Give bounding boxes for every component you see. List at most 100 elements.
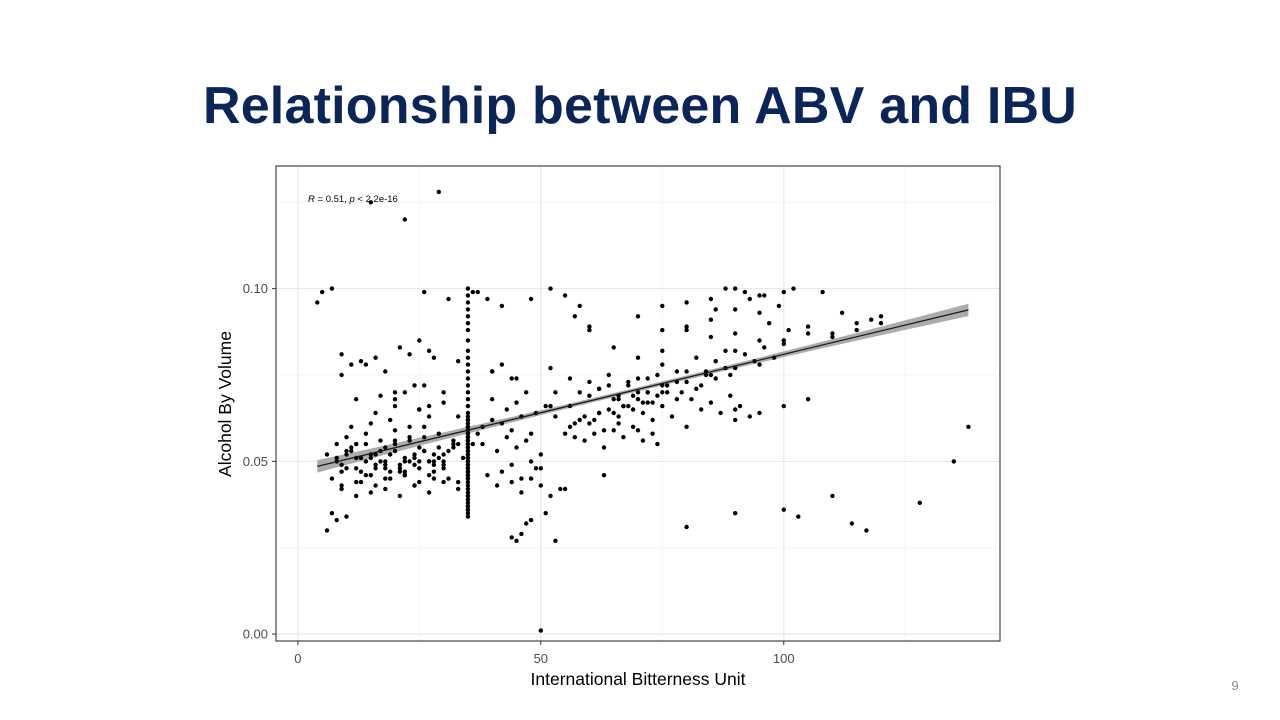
data-point: [504, 407, 509, 412]
data-point: [412, 455, 417, 461]
data-point: [781, 338, 786, 343]
data-point: [519, 490, 524, 495]
y-axis-label: Alcohol By Volume: [215, 331, 235, 477]
data-point: [733, 365, 738, 371]
data-point: [465, 476, 471, 481]
data-point: [465, 500, 471, 505]
data-point: [339, 372, 344, 378]
data-point: [354, 479, 359, 485]
data-point: [674, 369, 680, 374]
data-point: [611, 397, 616, 402]
data-point: [383, 445, 388, 450]
data-point: [533, 466, 539, 471]
data-point: [368, 473, 373, 478]
data-point: [465, 397, 471, 402]
data-point: [504, 435, 509, 440]
data-point: [465, 383, 471, 388]
data-point: [456, 486, 461, 492]
data-point: [820, 289, 825, 295]
data-point: [528, 296, 534, 302]
data-point: [441, 452, 446, 457]
data-point: [645, 400, 650, 405]
data-point: [354, 441, 359, 447]
data-point: [465, 414, 471, 419]
data-point: [528, 476, 534, 481]
data-point: [601, 445, 607, 450]
p-value: < 2.2e-16: [355, 194, 398, 205]
data-point: [490, 397, 495, 402]
data-point: [349, 445, 354, 450]
data-point: [465, 307, 471, 312]
data-point: [796, 514, 801, 519]
data-point: [422, 383, 427, 388]
data-point: [514, 376, 519, 381]
data-point: [733, 286, 738, 291]
data-point: [645, 376, 650, 381]
axes: 0 50 100 0.00 0.05 0.10: [243, 281, 795, 666]
data-point: [708, 400, 714, 405]
data-point: [733, 307, 738, 312]
data-point: [456, 359, 461, 364]
data-point: [363, 441, 369, 447]
data-point: [436, 455, 441, 461]
data-point: [708, 372, 714, 378]
data-point: [776, 303, 782, 309]
data-point: [757, 310, 762, 315]
data-point: [596, 410, 602, 416]
data-point: [422, 435, 427, 440]
data-point: [368, 200, 373, 205]
data-point: [363, 473, 369, 478]
data-point: [412, 462, 417, 467]
data-point: [422, 424, 427, 429]
data-point: [475, 431, 480, 436]
data-point: [733, 407, 738, 412]
data-point: [397, 345, 403, 350]
data-point: [674, 397, 680, 402]
data-point: [422, 289, 427, 295]
data-point: [558, 486, 563, 492]
data-point: [616, 397, 621, 402]
data-point: [349, 424, 354, 429]
x-tick-label: 50: [534, 651, 548, 666]
data-point: [723, 348, 728, 353]
data-point: [611, 410, 616, 416]
data-point: [703, 372, 709, 378]
data-point: [465, 424, 471, 429]
grid-lines: [276, 166, 1000, 641]
data-point: [582, 414, 587, 419]
data-point: [767, 321, 772, 326]
data-point: [465, 504, 471, 509]
data-point: [407, 352, 412, 357]
data-point: [791, 286, 796, 291]
data-point: [363, 362, 369, 367]
data-point: [339, 462, 344, 467]
data-point: [465, 435, 471, 440]
data-point: [397, 462, 403, 467]
data-point: [465, 507, 471, 512]
data-point: [640, 400, 646, 405]
data-point: [830, 331, 835, 336]
data-point: [490, 417, 495, 423]
data-point: [494, 483, 500, 488]
data-point: [572, 314, 577, 319]
data-point: [650, 400, 655, 405]
data-point: [465, 445, 471, 450]
data-point: [368, 455, 373, 461]
data-point: [708, 317, 714, 322]
data-point: [626, 379, 631, 385]
data-point: [465, 448, 471, 454]
data-point: [582, 438, 587, 443]
data-point: [733, 511, 738, 516]
data-point: [344, 466, 349, 471]
data-point: [368, 490, 373, 495]
data-point: [645, 390, 650, 395]
data-point: [388, 476, 393, 481]
data-point: [465, 497, 471, 502]
data-point: [708, 334, 714, 340]
y-tick-label: 0.05: [243, 454, 268, 469]
data-point: [524, 521, 529, 526]
data-point: [339, 469, 344, 474]
data-point: [465, 362, 471, 367]
data-point: [426, 403, 432, 409]
data-point: [635, 390, 641, 395]
